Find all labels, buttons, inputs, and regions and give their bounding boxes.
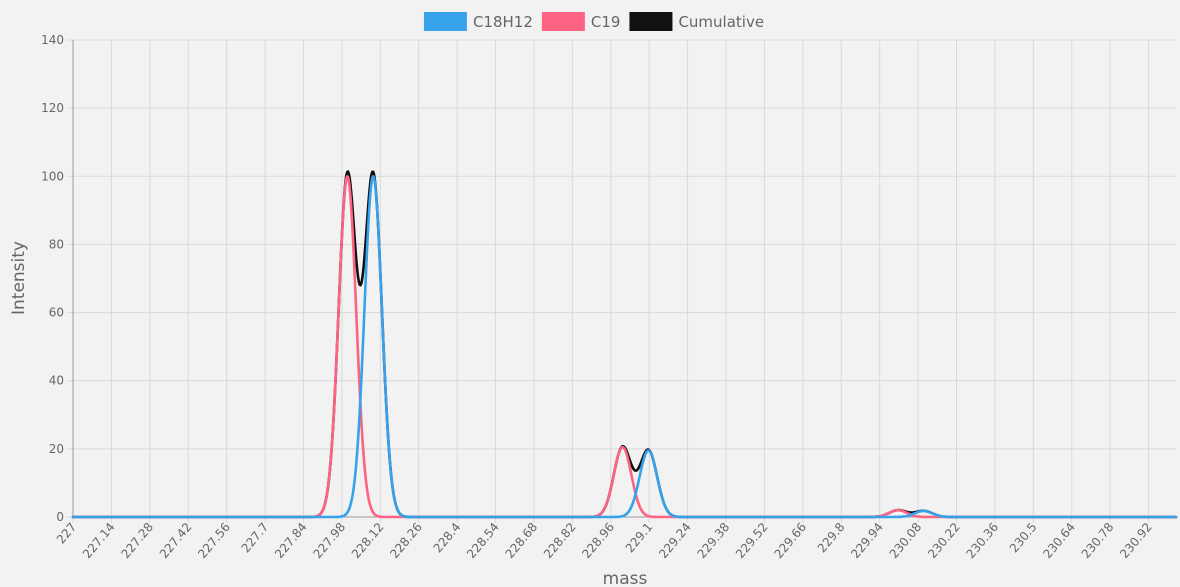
x-tick-label-9: 228.26: [387, 520, 425, 561]
x-tick-label-12: 228.68: [503, 520, 541, 561]
legend-label-c19[interactable]: C19: [591, 13, 621, 31]
series-line-c18h12: [71, 174, 1178, 519]
x-tick-label-11: 228.54: [464, 520, 502, 561]
x-tick-label-18: 229.52: [733, 520, 771, 561]
series-line-cumulative: [71, 170, 1178, 519]
x-tick-label-1: 227.14: [80, 520, 118, 561]
x-tick-label-5: 227.7: [239, 520, 272, 555]
y-tick-label-7: 140: [41, 33, 64, 47]
series-line-c19: [71, 175, 1178, 519]
x-tick-label-27: 230.78: [1079, 520, 1117, 561]
y-tick-label-5: 100: [41, 169, 64, 183]
x-tick-label-22: 230.08: [887, 520, 925, 561]
x-tick-label-8: 228.12: [349, 520, 387, 561]
x-tick-label-20: 229.8: [815, 520, 848, 555]
x-tick-label-10: 228.4: [431, 520, 464, 555]
x-tick-label-25: 230.5: [1007, 520, 1040, 555]
series-lines: [71, 170, 1178, 519]
y-axis-title: Intensity: [9, 241, 29, 315]
x-tick-label-15: 229.1: [623, 520, 656, 555]
x-tick-label-17: 229.38: [695, 520, 733, 561]
x-tick-label-4: 227.56: [195, 520, 233, 561]
y-tick-label-6: 120: [41, 101, 64, 115]
grid: [67, 39, 1176, 523]
y-tick-label-0: 0: [56, 510, 64, 524]
y-tick-label-2: 40: [49, 374, 64, 388]
y-tick-label-1: 20: [49, 442, 64, 456]
x-tick-label-2: 227.28: [118, 520, 156, 561]
y-tick-label-3: 60: [49, 306, 64, 320]
x-tick-label-26: 230.64: [1040, 520, 1078, 561]
x-tick-label-13: 228.82: [541, 520, 579, 561]
legend-swatch-c19: [541, 12, 585, 31]
x-tick-label-16: 229.24: [656, 520, 694, 561]
x-tick-label-23: 230.22: [925, 520, 963, 561]
x-tick-label-7: 227.98: [310, 520, 348, 561]
x-axis-title: mass: [603, 569, 648, 587]
legend-swatch-cumulative: [629, 12, 673, 31]
legend-label-c18h12[interactable]: C18H12: [473, 13, 533, 31]
x-tick-label-24: 230.36: [963, 520, 1001, 561]
x-tick-label-14: 228.96: [579, 520, 617, 561]
x-tick-label-21: 229.94: [848, 520, 886, 561]
legend-swatch-c18h12: [423, 12, 467, 31]
x-tick-label-3: 227.42: [157, 520, 195, 561]
x-tick-label-19: 229.66: [771, 520, 809, 561]
y-tick-label-4: 80: [49, 237, 64, 251]
x-tick-label-6: 227.84: [272, 520, 310, 561]
x-tick-label-28: 230.92: [1117, 520, 1155, 561]
legend-label-cumulative[interactable]: Cumulative: [678, 13, 764, 31]
legend: C18H12 C19 Cumulative: [423, 12, 764, 31]
